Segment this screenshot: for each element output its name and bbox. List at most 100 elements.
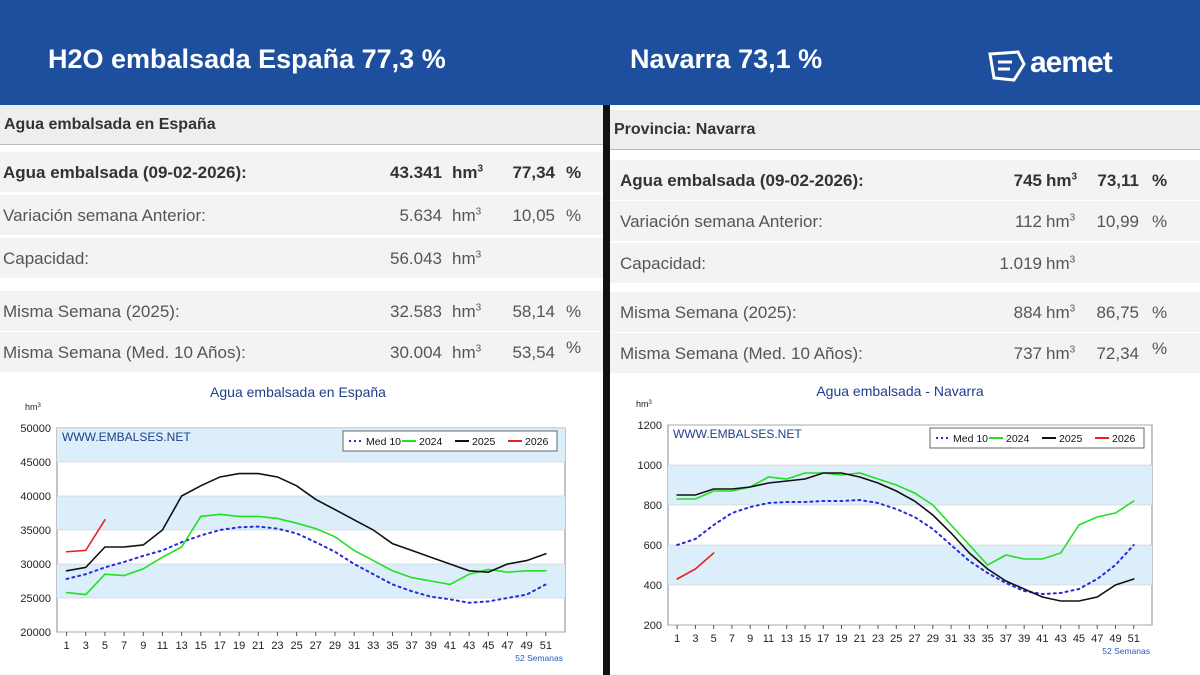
- chart-title: Agua embalsada - Navarra: [816, 383, 984, 399]
- x-tick-label: 29: [329, 640, 341, 652]
- x-tick-label: 37: [1000, 633, 1012, 645]
- table-row: Misma Semana (2025): 32.583 hm3 58,14%: [0, 291, 603, 331]
- x-tick-label: 9: [140, 640, 146, 652]
- series-line: [65, 472, 547, 573]
- x-tick-label: 27: [908, 633, 920, 645]
- row-label: Capacidad:: [620, 254, 707, 273]
- y-tick-label: 1200: [638, 420, 662, 432]
- unit-exp: 3: [1069, 303, 1076, 315]
- row-percent: 10,05: [512, 206, 555, 225]
- chart-title: Agua embalsada en España: [210, 384, 386, 400]
- row-value: 43.341: [390, 163, 442, 182]
- y-tick-label: 30000: [20, 559, 51, 571]
- series-line: [65, 525, 547, 604]
- row-value: 30.004: [390, 343, 442, 362]
- x-tick-label: 43: [463, 640, 475, 652]
- unit-text: hm: [1046, 344, 1070, 363]
- y-tick-label: 40000: [20, 491, 51, 503]
- legend-label: 2026: [525, 436, 549, 448]
- x-tick-label: 41: [444, 640, 456, 652]
- unit-text: hm: [1046, 254, 1070, 273]
- row-label: Misma Semana (Med. 10 Años):: [3, 343, 246, 362]
- y-label-text: hm: [636, 399, 649, 409]
- unit-exp: 3: [475, 302, 482, 314]
- x-tick-label: 25: [290, 640, 302, 652]
- unit-text: hm: [452, 343, 476, 362]
- x-tick-label: 47: [501, 640, 513, 652]
- y-axis-label: hm3: [636, 399, 653, 409]
- table-row: Misma Semana (Med. 10 Años): 30.004 hm3 53,…: [0, 332, 603, 372]
- watermark: WWW.EMBALSES.NET: [62, 430, 191, 444]
- table-row: Agua embalsada (09-02-2026): 43.341 hm3 77,…: [0, 152, 603, 192]
- header-title: H2O embalsada España 77,3 %: [48, 44, 446, 74]
- header: H2O embalsada España 77,3 % Navarra 73,1…: [0, 0, 1200, 105]
- percent-sign: %: [1152, 212, 1168, 231]
- x-tick-label: 43: [1055, 633, 1067, 645]
- legend-label: Med 10: [366, 436, 401, 448]
- series-line: [65, 519, 106, 553]
- row-value: 32.583: [390, 302, 442, 321]
- header-subtitle: Navarra 73,1 %: [630, 44, 823, 74]
- x-tick-label: 19: [835, 633, 847, 645]
- unit-text: hm: [452, 249, 476, 268]
- x-tick-label: 39: [1018, 633, 1030, 645]
- y-tick-label: 800: [644, 500, 662, 512]
- x-tick-label: 25: [890, 633, 902, 645]
- x-tick-label: 19: [233, 640, 245, 652]
- unit-exp: 3: [475, 343, 482, 355]
- x-tick-label: 47: [1091, 633, 1103, 645]
- row-unit: hm3: [452, 249, 481, 269]
- unit-exp: 3: [1069, 212, 1076, 224]
- x-tick-label: 29: [927, 633, 939, 645]
- x-tick-label: 3: [692, 633, 698, 645]
- x-tick-label: 3: [83, 640, 89, 652]
- y-label-exp: 3: [38, 403, 42, 409]
- row-label: Variación semana Anterior:: [620, 212, 823, 231]
- x-tick-label: 1: [674, 633, 680, 645]
- row-percent: 73,11: [1097, 171, 1139, 190]
- y-tick-label: 45000: [20, 457, 51, 469]
- legend-label: 2024: [1006, 433, 1030, 445]
- row-unit: hm3: [1046, 212, 1075, 232]
- x-tick-label: 49: [1109, 633, 1121, 645]
- legend-label: 2025: [472, 436, 496, 448]
- y-tick-label: 400: [644, 580, 662, 592]
- row-label: Misma Semana (2025):: [620, 303, 797, 322]
- legend-label: 2026: [1112, 433, 1136, 445]
- x-tick-label: 7: [121, 640, 127, 652]
- row-value: 745: [1013, 171, 1042, 190]
- x-tick-label: 35: [386, 640, 398, 652]
- row-value: 1.019: [999, 254, 1042, 273]
- table-row: Variación semana Anterior: 112 hm3 10,99%: [610, 201, 1200, 241]
- panel-title: Provincia: Navarra: [610, 110, 1200, 150]
- x-tick-label: 9: [747, 633, 753, 645]
- x-axis-label: 52 Semanas: [515, 653, 563, 663]
- row-value: 737: [1013, 344, 1042, 363]
- unit-exp: 3: [475, 206, 482, 218]
- unit-text: hm: [1046, 212, 1070, 231]
- x-tick-label: 5: [102, 640, 108, 652]
- unit-exp: 3: [1069, 344, 1076, 356]
- plot-area: [667, 424, 1153, 626]
- x-tick-label: 51: [1128, 633, 1140, 645]
- x-tick-label: 31: [945, 633, 957, 645]
- row-label: Variación semana Anterior:: [3, 206, 206, 225]
- row-unit: hm3: [452, 343, 481, 363]
- x-tick-label: 35: [981, 633, 993, 645]
- legend-label: 2025: [1059, 433, 1083, 445]
- series-line: [676, 498, 1135, 596]
- x-tick-label: 39: [425, 640, 437, 652]
- percent-sign: %: [566, 206, 582, 225]
- row-label: Agua embalsada (09-02-2026):: [620, 171, 864, 190]
- series-line: [676, 472, 1135, 602]
- x-tick-label: 17: [214, 640, 226, 652]
- grid-band: [57, 564, 565, 598]
- divider: [603, 105, 610, 675]
- x-tick-label: 21: [854, 633, 866, 645]
- unit-text: hm: [1046, 171, 1072, 190]
- table-row: Misma Semana (2025): 884 hm3 86,75%: [610, 292, 1200, 332]
- row-label: Agua embalsada (09-02-2026):: [3, 163, 247, 182]
- y-tick-label: 35000: [20, 525, 51, 537]
- row-percent: 77,34: [512, 163, 555, 182]
